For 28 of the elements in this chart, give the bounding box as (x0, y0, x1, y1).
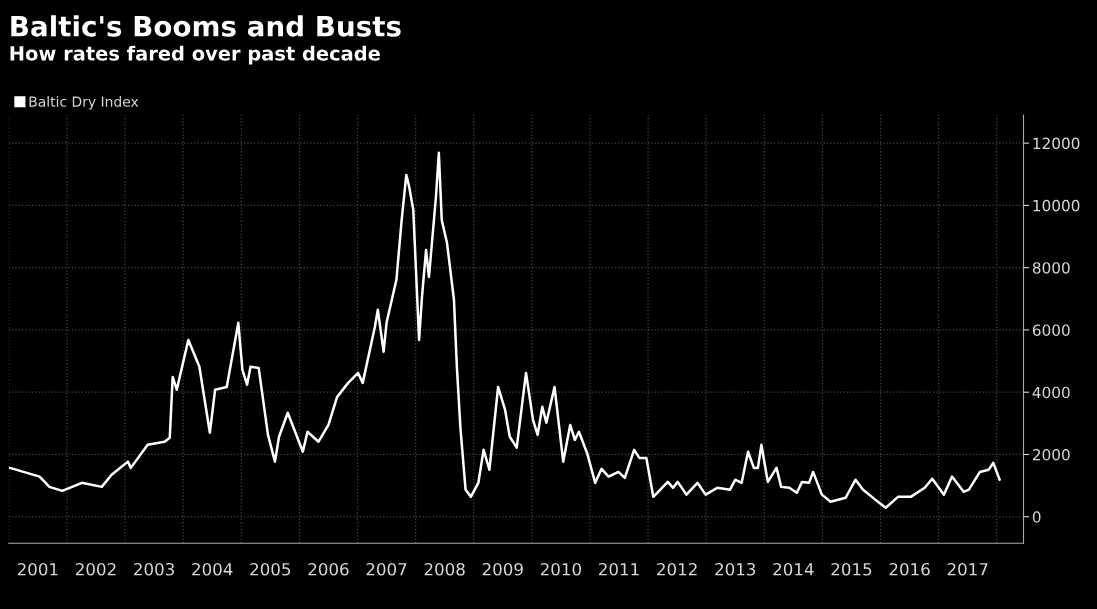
x-tick-label: 2006 (308, 562, 349, 576)
x-tick-label: 2002 (75, 562, 116, 576)
line-series (8, 151, 1001, 509)
x-tick-label: 2014 (773, 562, 814, 576)
legend-label: Baltic Dry Index (29, 96, 139, 110)
x-tick-label: 2016 (889, 562, 930, 576)
x-tick-label: 2011 (599, 562, 639, 576)
chart-subtitle: How rates fared over past decade (10, 45, 380, 65)
x-tick-label: 2015 (831, 562, 872, 576)
x-tick-label: 2017 (947, 562, 988, 576)
x-tick-label: 2007 (366, 562, 407, 576)
y-tick-label: 6000 (1032, 324, 1070, 336)
x-tick-label: 2003 (134, 562, 174, 576)
y-tick-label: 10000 (1033, 199, 1080, 212)
x-tick-label: 2009 (482, 562, 523, 576)
x-tick-label: 2004 (192, 562, 233, 576)
x-tick-label: 2001 (17, 562, 58, 576)
x-tick-label: 2012 (657, 562, 697, 576)
y-tick-label: 0 (1032, 511, 1041, 523)
y-tick-label: 8000 (1032, 262, 1070, 274)
x-tick-label: 2013 (715, 562, 756, 576)
x-tick-label: 2005 (250, 562, 291, 576)
y-tick-label: 4000 (1032, 386, 1070, 399)
y-tick-label: 2000 (1032, 448, 1070, 461)
x-tick-label: 2008 (424, 562, 465, 576)
x-tick-label: 2010 (540, 562, 581, 576)
chart-title: Baltic's Booms and Busts (11, 15, 401, 37)
y-tick-label: 12000 (1033, 137, 1080, 150)
